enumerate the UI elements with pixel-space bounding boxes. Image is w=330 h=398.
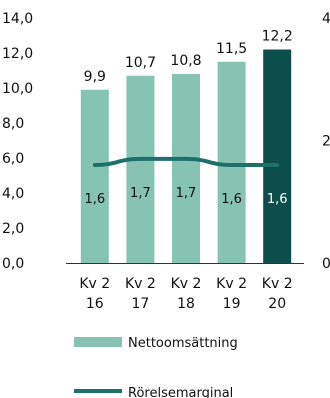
y-left-tick-label: 6,0 [2, 151, 24, 167]
x-category-label: Kv 2 [262, 276, 293, 292]
line-value-label: 1,7 [130, 186, 151, 201]
x-category-label: Kv 2 [125, 276, 156, 292]
x-category-label: Kv 2 [79, 276, 110, 292]
bar [80, 89, 109, 263]
legend-bar-label: Nettoomsättning [128, 336, 238, 351]
y-left-tick-label: 0,0 [2, 256, 24, 272]
y-right-axis: 0 2 4 [322, 11, 330, 272]
y-left-tick-label: 8,0 [2, 116, 24, 132]
line-series [92, 156, 280, 167]
line-value-label: 1,7 [176, 186, 197, 201]
bar-value-label: 10,7 [125, 55, 156, 71]
x-category-label: Kv 2 [171, 276, 202, 292]
bar-value-label: 12,2 [262, 29, 293, 45]
x-category-label: 16 [86, 296, 104, 312]
line-path [92, 156, 280, 167]
x-category-label: 17 [131, 296, 149, 312]
y-left-tick-label: 2,0 [2, 221, 24, 237]
legend: Nettoomsättning Rörelsemarginal [74, 336, 238, 398]
y-left-axis: 0,0 2,0 4,0 6,0 8,0 10,0 12,0 14,0 [2, 11, 33, 272]
y-right-tick-label: 2 [322, 134, 330, 150]
legend-bar-swatch [74, 337, 122, 347]
y-left-tick-label: 14,0 [2, 11, 33, 27]
x-category-label: 19 [223, 296, 241, 312]
x-axis-categories: Kv 2 16 Kv 2 17 Kv 2 18 Kv 2 19 Kv 2 20 [79, 276, 292, 312]
bar [172, 74, 200, 263]
x-category-label: Kv 2 [216, 276, 247, 292]
line-value-labels: 1,6 1,7 1,7 1,6 1,6 [84, 186, 287, 207]
legend-line-label: Rörelsemarginal [128, 386, 233, 398]
y-left-tick-label: 12,0 [2, 46, 33, 62]
x-category-label: 20 [268, 296, 286, 312]
bar-value-label: 9,9 [84, 69, 106, 85]
bar-value-labels: 9,9 10,7 10,8 11,5 12,2 [84, 29, 293, 85]
bar-value-label: 11,5 [216, 41, 247, 57]
bar [217, 61, 246, 263]
bar [263, 49, 292, 263]
y-right-tick-label: 0 [322, 256, 330, 272]
y-left-tick-label: 10,0 [2, 81, 33, 97]
line-value-label: 1,6 [84, 192, 105, 207]
x-category-label: 18 [177, 296, 195, 312]
y-right-tick-label: 4 [322, 11, 330, 27]
bar [126, 75, 155, 263]
line-value-label: 1,6 [267, 192, 288, 207]
bar-value-label: 10,8 [170, 53, 201, 69]
line-value-label: 1,6 [221, 192, 242, 207]
y-left-tick-label: 4,0 [2, 186, 24, 202]
bar-series [80, 49, 292, 263]
